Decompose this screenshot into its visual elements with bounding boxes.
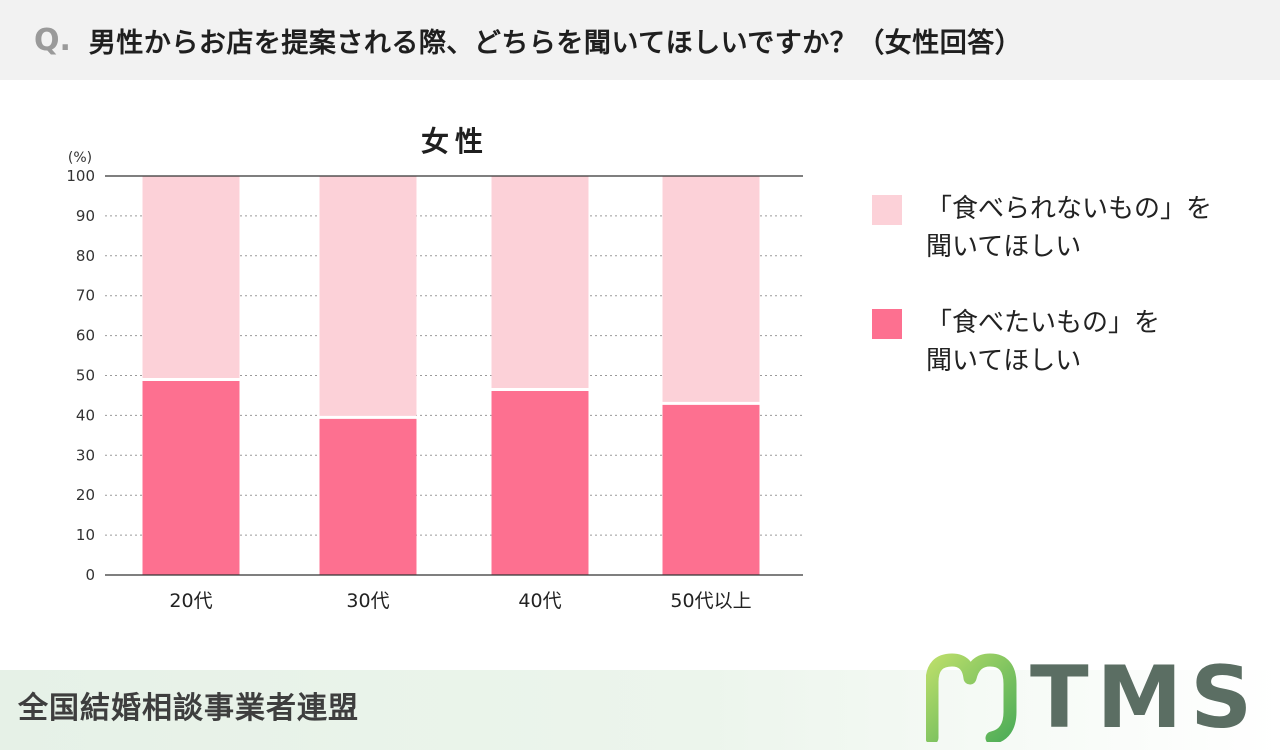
y-tick-label-30: 30 — [76, 446, 95, 464]
bar-cannot-3 — [662, 176, 760, 404]
x-tick-label-1: 30代 — [346, 590, 389, 612]
bar-want-0 — [142, 379, 240, 575]
bar-cannot-0 — [142, 176, 240, 380]
legend-item-cannot-eat: 「食べられないもの」を 聞いてほしい — [872, 190, 1262, 266]
y-tick-label-50: 50 — [76, 367, 95, 385]
x-tick-label-2: 40代 — [518, 590, 561, 612]
x-tick-label-0: 20代 — [169, 590, 212, 612]
x-tick-label-3: 50代以上 — [670, 590, 751, 612]
footer-band — [0, 670, 1280, 750]
y-tick-label-0: 0 — [85, 566, 95, 584]
y-tick-label-10: 10 — [76, 526, 95, 544]
bar-cannot-2 — [491, 176, 589, 390]
bar-want-1 — [319, 417, 417, 575]
y-tick-label-90: 90 — [76, 207, 95, 225]
question-header: Q. 男性からお店を提案される際、どちらを聞いてほしいですか？（女性回答） — [0, 0, 1280, 80]
y-axis-unit-label: (%) — [68, 150, 92, 166]
bar-cannot-1 — [319, 176, 417, 418]
legend-swatch-light — [872, 195, 902, 225]
chart-title: 女性 — [420, 125, 489, 158]
y-tick-label-70: 70 — [76, 287, 95, 305]
y-tick-label-20: 20 — [76, 486, 95, 504]
stacked-bar-chart: (%) 0 10 20 30 40 50 60 70 80 90 100 20代 30代 40代 50代以上 — [66, 150, 803, 612]
organization-name: 全国結婚相談事業者連盟 — [18, 691, 359, 726]
tms-green-logo-icon — [926, 653, 1017, 742]
legend-label-cannot-eat: 「食べられないもの」を 聞いてほしい — [926, 194, 1213, 262]
tms-logo-text: TMS — [1030, 648, 1261, 748]
bar-want-2 — [491, 389, 589, 575]
legend-label-want-to-eat: 「食べたいもの」を 聞いてほしい — [926, 308, 1161, 376]
legend-swatch-dark — [872, 309, 902, 339]
legend-item-want-to-eat: 「食べたいもの」を 聞いてほしい — [872, 304, 1262, 380]
y-tick-label-80: 80 — [76, 247, 95, 265]
question-text: 男性からお店を提案される際、どちらを聞いてほしいですか？（女性回答） — [88, 27, 1023, 59]
bar-want-3 — [662, 403, 760, 575]
chart-legend: 「食べられないもの」を 聞いてほしい 「食べたいもの」を 聞いてほしい — [872, 190, 1262, 418]
q-mark: Q. — [34, 22, 71, 58]
y-tick-label-40: 40 — [76, 406, 95, 424]
y-tick-label-60: 60 — [76, 327, 95, 345]
y-tick-label-100: 100 — [66, 167, 95, 185]
